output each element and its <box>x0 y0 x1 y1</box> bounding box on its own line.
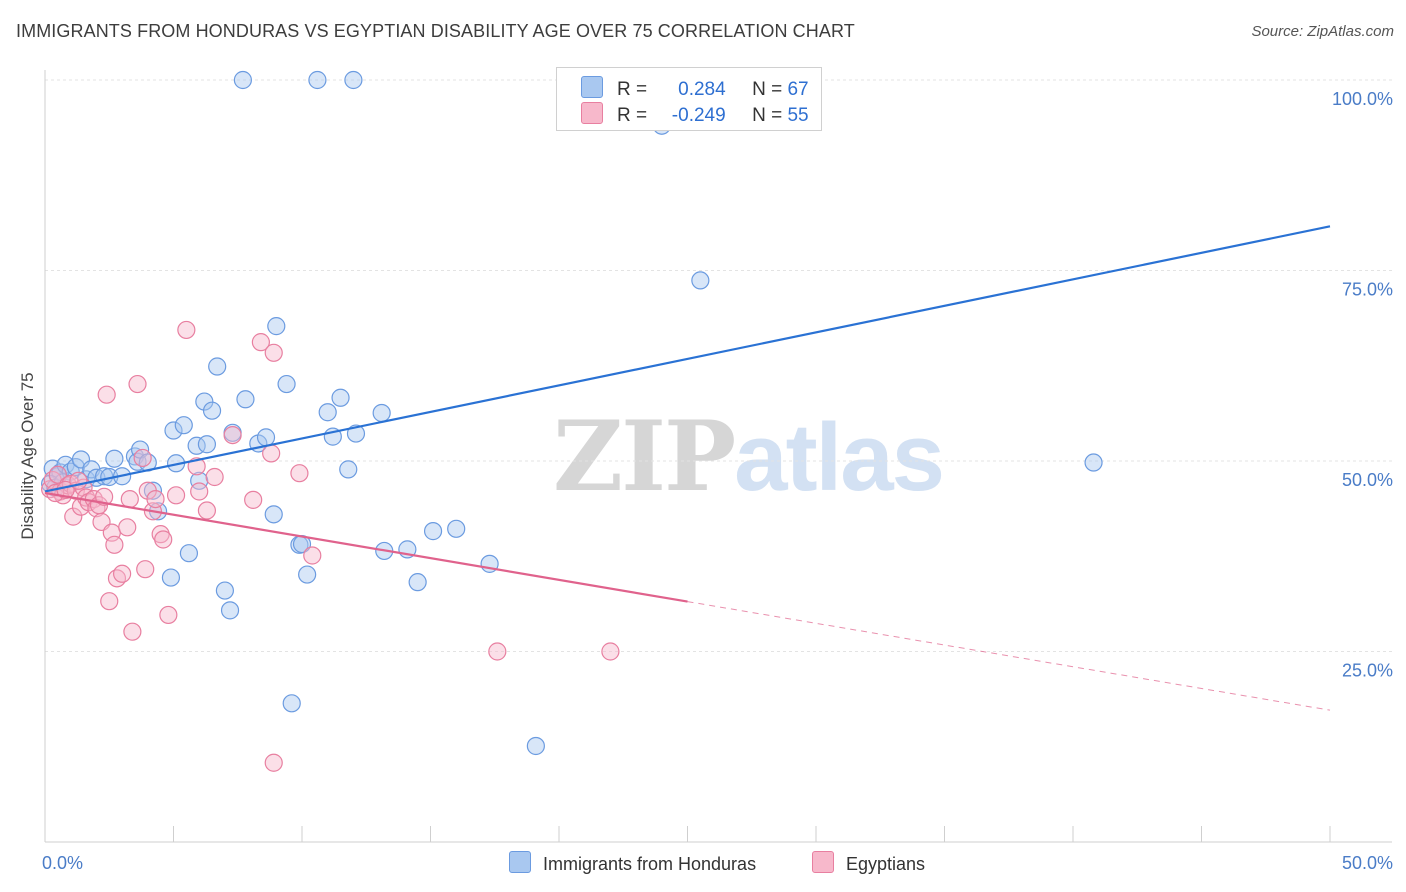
trendline-honduras <box>44 225 1331 493</box>
legend-label-honduras: Immigrants from Honduras <box>543 854 757 874</box>
y-tick-label: 50.0% <box>1342 470 1393 490</box>
point-egyptians <box>118 518 137 537</box>
point-egyptians <box>264 753 283 772</box>
legend-swatch-honduras <box>581 76 603 98</box>
point-honduras <box>331 388 350 407</box>
point-egyptians <box>177 320 196 340</box>
legend-item-honduras[interactable]: Immigrants from Honduras <box>509 851 756 875</box>
point-honduras <box>372 403 391 423</box>
point-honduras <box>691 271 710 290</box>
point-honduras <box>236 390 255 409</box>
point-egyptians <box>128 374 147 394</box>
point-egyptians <box>290 464 309 483</box>
point-egyptians <box>105 535 124 554</box>
legend-item-egyptians[interactable]: Egyptians <box>812 851 925 875</box>
watermark: ZIPatlas <box>553 400 945 513</box>
r-value: -0.249 <box>671 105 726 126</box>
legend-label-egyptians: Egyptians <box>846 854 926 874</box>
point-egyptians <box>154 530 173 549</box>
n-value: 67 <box>787 79 809 100</box>
n-label: N = <box>752 79 783 100</box>
point-honduras <box>264 505 283 524</box>
legend-swatch-egyptians <box>581 102 603 124</box>
point-honduras <box>220 601 240 620</box>
point-egyptians <box>64 507 83 526</box>
point-egyptians <box>197 501 217 520</box>
point-egyptians <box>136 560 155 579</box>
point-honduras <box>190 471 209 490</box>
point-honduras <box>408 573 427 592</box>
point-honduras <box>208 357 227 376</box>
stats-legend: R = 0.284 N = 67 R = -0.249 N = 55 <box>556 67 822 131</box>
point-egyptians <box>262 444 281 463</box>
source-label: Source: ZipAtlas.com <box>1251 23 1394 40</box>
point-honduras <box>233 70 252 90</box>
r-label: R = <box>617 105 648 126</box>
point-egyptians <box>146 490 165 509</box>
point-honduras <box>339 460 358 479</box>
point-honduras <box>423 522 443 541</box>
point-honduras <box>526 736 545 756</box>
point-honduras <box>344 70 363 90</box>
point-egyptians <box>112 564 132 583</box>
point-honduras <box>215 581 234 600</box>
watermark-atlas: atlas <box>734 404 945 511</box>
point-honduras <box>164 421 183 440</box>
r-value: 0.284 <box>678 79 726 100</box>
n-label: N = <box>752 105 783 126</box>
point-egyptians <box>264 343 283 362</box>
point-egyptians <box>133 448 152 468</box>
point-honduras <box>267 317 286 336</box>
watermark-zip: ZIP <box>553 400 736 513</box>
point-honduras <box>179 544 199 563</box>
chart-title: IMMIGRANTS FROM HONDURAS VS EGYPTIAN DIS… <box>16 21 855 41</box>
point-honduras <box>195 392 214 411</box>
point-honduras <box>174 416 193 435</box>
point-egyptians <box>120 490 139 509</box>
point-egyptians <box>123 622 142 641</box>
point-honduras <box>298 565 317 584</box>
point-honduras <box>197 435 217 454</box>
legend-swatch-honduras <box>509 851 531 873</box>
point-egyptians <box>190 482 209 501</box>
stats-legend-row-honduras: R = 0.284 N = 67 <box>581 76 809 100</box>
point-honduras <box>161 568 181 587</box>
point-egyptians <box>251 333 270 352</box>
point-honduras <box>308 70 327 90</box>
n-value: 55 <box>787 105 809 126</box>
point-egyptians <box>223 425 242 445</box>
legend-swatch-egyptians <box>812 851 834 873</box>
point-egyptians <box>159 605 178 625</box>
y-tick-label: 100.0% <box>1332 89 1393 109</box>
point-egyptians <box>244 490 263 509</box>
point-honduras <box>447 519 466 538</box>
point-honduras <box>318 403 337 422</box>
point-egyptians <box>166 486 186 505</box>
point-honduras <box>105 449 124 468</box>
x-tick-label: 0.0% <box>42 853 83 873</box>
x-tick-label: 50.0% <box>1342 853 1393 873</box>
y-axis-title: Disability Age Over 75 <box>18 372 37 539</box>
point-egyptians <box>601 642 620 661</box>
point-egyptians <box>95 487 114 506</box>
point-egyptians <box>488 642 507 661</box>
r-label: R = <box>617 79 648 100</box>
y-tick-label: 75.0% <box>1342 280 1393 300</box>
trendline-egyptians <box>44 491 688 603</box>
point-honduras <box>202 401 222 420</box>
point-honduras <box>256 428 276 447</box>
series-legend: Immigrants from Honduras Egyptians <box>0 851 1406 879</box>
y-tick-label: 25.0% <box>1342 661 1393 681</box>
point-egyptians <box>100 592 119 611</box>
point-honduras <box>277 374 296 394</box>
point-egyptians <box>97 385 116 404</box>
trendline-egyptians-extension <box>687 601 1331 711</box>
point-honduras <box>282 694 301 713</box>
point-egyptians <box>303 546 322 565</box>
stats-legend-row-egyptians: R = -0.249 N = 55 <box>581 102 809 126</box>
point-egyptians <box>205 467 224 487</box>
point-honduras <box>1084 453 1103 472</box>
point-honduras <box>346 424 366 443</box>
